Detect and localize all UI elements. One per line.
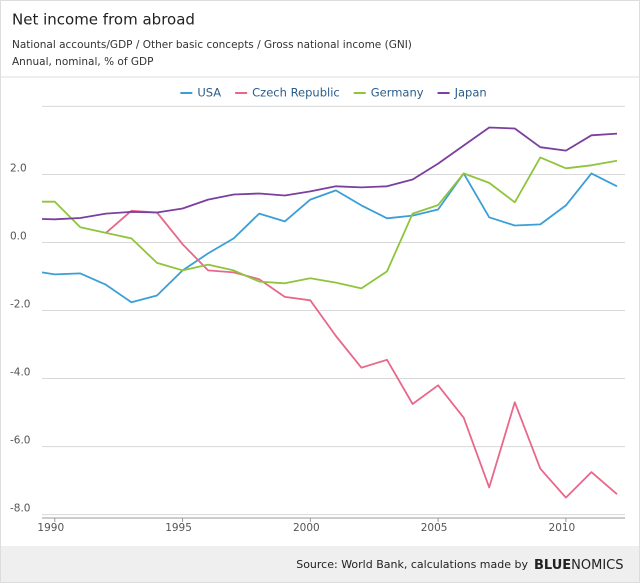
x-tick-label: 1995	[165, 522, 192, 534]
brand-bold: BLUE	[534, 558, 571, 573]
series-line	[42, 172, 618, 304]
x-tick-label: 1990	[37, 522, 64, 534]
legend-label: Germany	[371, 86, 424, 100]
footer-bar	[1, 546, 639, 582]
legend-item: Germany	[353, 86, 424, 100]
y-tick-label: 0.0	[10, 230, 27, 242]
series-line	[105, 209, 618, 499]
y-tick-label: -4.0	[10, 367, 31, 379]
series-line	[42, 156, 618, 290]
chart-subtitle: National accounts/GDP / Other basic conc…	[12, 39, 412, 51]
x-tick-label: 2010	[549, 522, 576, 534]
plot	[42, 126, 618, 499]
legend-item: USA	[180, 86, 221, 100]
legend-item: Japan	[437, 86, 487, 100]
x-tick-label: 2000	[293, 522, 320, 534]
legend-label: Czech Republic	[252, 86, 340, 100]
y-tick-label: -2.0	[10, 299, 31, 311]
footer-source: Source: World Bank, calculations made by	[296, 558, 528, 571]
y-tick-label: -6.0	[10, 435, 31, 447]
series-line	[42, 126, 618, 221]
chart-title: Net income from abroad	[12, 11, 195, 29]
legend-label: USA	[197, 86, 221, 100]
brand-light: NOMICS	[571, 558, 623, 573]
x-tick-label: 2005	[421, 522, 448, 534]
legend-label: Japan	[454, 86, 487, 100]
y-tick-label: 2.0	[10, 162, 27, 174]
chart-subtitle: Annual, nominal, % of GDP	[12, 56, 153, 68]
brand-logo: BLUENOMICS	[534, 558, 624, 573]
legend-item: Czech Republic	[235, 86, 340, 100]
y-tick-label: -8.0	[10, 503, 31, 515]
